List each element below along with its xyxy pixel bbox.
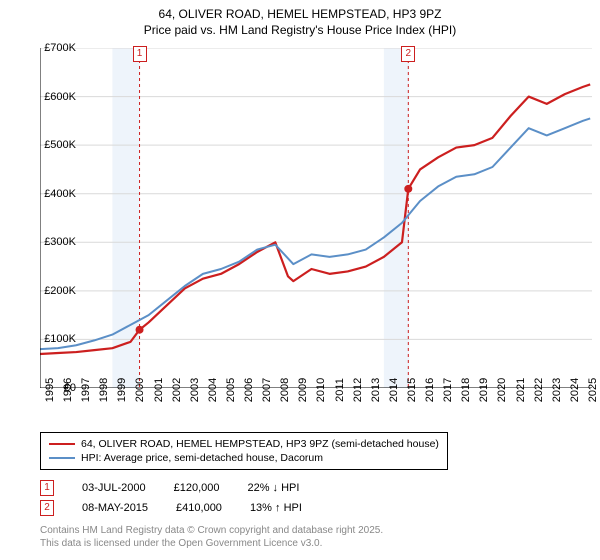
ytick-label: £700K — [44, 42, 76, 54]
annotation-delta: 13% ↑ HPI — [250, 502, 302, 514]
xtick-label: 1997 — [80, 378, 92, 402]
xtick-label: 2000 — [134, 378, 146, 402]
footer: Contains HM Land Registry data © Crown c… — [40, 524, 383, 550]
title-line-1: 64, OLIVER ROAD, HEMEL HEMPSTEAD, HP3 9P… — [0, 6, 600, 22]
annotation-marker: 1 — [40, 480, 54, 496]
ytick-label: £200K — [44, 285, 76, 297]
title-block: 64, OLIVER ROAD, HEMEL HEMPSTEAD, HP3 9P… — [0, 0, 600, 38]
legend-label: 64, OLIVER ROAD, HEMEL HEMPSTEAD, HP3 9P… — [81, 438, 439, 450]
chart-svg — [40, 48, 592, 388]
event-marker-box: 2 — [401, 46, 415, 62]
chart-container: 64, OLIVER ROAD, HEMEL HEMPSTEAD, HP3 9P… — [0, 0, 600, 560]
xtick-label: 2013 — [370, 378, 382, 402]
xtick-label: 2023 — [551, 378, 563, 402]
annotation-delta: 22% ↓ HPI — [247, 482, 299, 494]
annotation-row: 2 08-MAY-2015 £410,000 13% ↑ HPI — [40, 500, 302, 516]
ytick-label: £300K — [44, 236, 76, 248]
footer-line-2: This data is licensed under the Open Gov… — [40, 537, 383, 550]
legend-row: 64, OLIVER ROAD, HEMEL HEMPSTEAD, HP3 9P… — [49, 437, 439, 451]
legend-swatch — [49, 443, 75, 445]
xtick-label: 2012 — [352, 378, 364, 402]
xtick-label: 2002 — [171, 378, 183, 402]
xtick-label: 2016 — [424, 378, 436, 402]
xtick-label: 2007 — [261, 378, 273, 402]
xtick-label: 2003 — [189, 378, 201, 402]
xtick-label: 2022 — [533, 378, 545, 402]
ytick-label: £600K — [44, 91, 76, 103]
xtick-label: 2009 — [297, 378, 309, 402]
xtick-label: 2014 — [388, 378, 400, 402]
xtick-label: 1999 — [116, 378, 128, 402]
ytick-label: £100K — [44, 333, 76, 345]
legend-row: HPI: Average price, semi-detached house,… — [49, 451, 439, 465]
xtick-label: 2025 — [587, 378, 599, 402]
annotation-table: 1 03-JUL-2000 £120,000 22% ↓ HPI 2 08-MA… — [40, 480, 302, 520]
xtick-label: 1996 — [62, 378, 74, 402]
annotation-marker: 2 — [40, 500, 54, 516]
xtick-label: 2008 — [279, 378, 291, 402]
annotation-date: 08-MAY-2015 — [82, 502, 148, 514]
annotation-price: £410,000 — [176, 502, 222, 514]
xtick-label: 2021 — [515, 378, 527, 402]
xtick-label: 2006 — [243, 378, 255, 402]
xtick-label: 2011 — [334, 378, 346, 402]
xtick-label: 2004 — [207, 378, 219, 402]
xtick-label: 2005 — [225, 378, 237, 402]
ytick-label: £500K — [44, 139, 76, 151]
title-line-2: Price paid vs. HM Land Registry's House … — [0, 22, 600, 38]
xtick-label: 2024 — [569, 378, 581, 402]
xtick-label: 1998 — [98, 378, 110, 402]
event-marker-box: 1 — [133, 46, 147, 62]
annotation-price: £120,000 — [174, 482, 220, 494]
footer-line-1: Contains HM Land Registry data © Crown c… — [40, 524, 383, 537]
xtick-label: 2020 — [496, 378, 508, 402]
ytick-label: £400K — [44, 188, 76, 200]
xtick-label: 2001 — [153, 378, 165, 402]
annotation-date: 03-JUL-2000 — [82, 482, 146, 494]
annotation-row: 1 03-JUL-2000 £120,000 22% ↓ HPI — [40, 480, 302, 496]
xtick-label: 2017 — [442, 378, 454, 402]
xtick-label: 2019 — [478, 378, 490, 402]
xtick-label: 2018 — [460, 378, 472, 402]
legend: 64, OLIVER ROAD, HEMEL HEMPSTEAD, HP3 9P… — [40, 432, 448, 470]
xtick-label: 2015 — [406, 378, 418, 402]
xtick-label: 2010 — [315, 378, 327, 402]
chart-area: £0£100K£200K£300K£400K£500K£600K£700K199… — [40, 48, 592, 388]
legend-label: HPI: Average price, semi-detached house,… — [81, 452, 323, 464]
legend-swatch — [49, 457, 75, 459]
xtick-label: 1995 — [44, 378, 56, 402]
